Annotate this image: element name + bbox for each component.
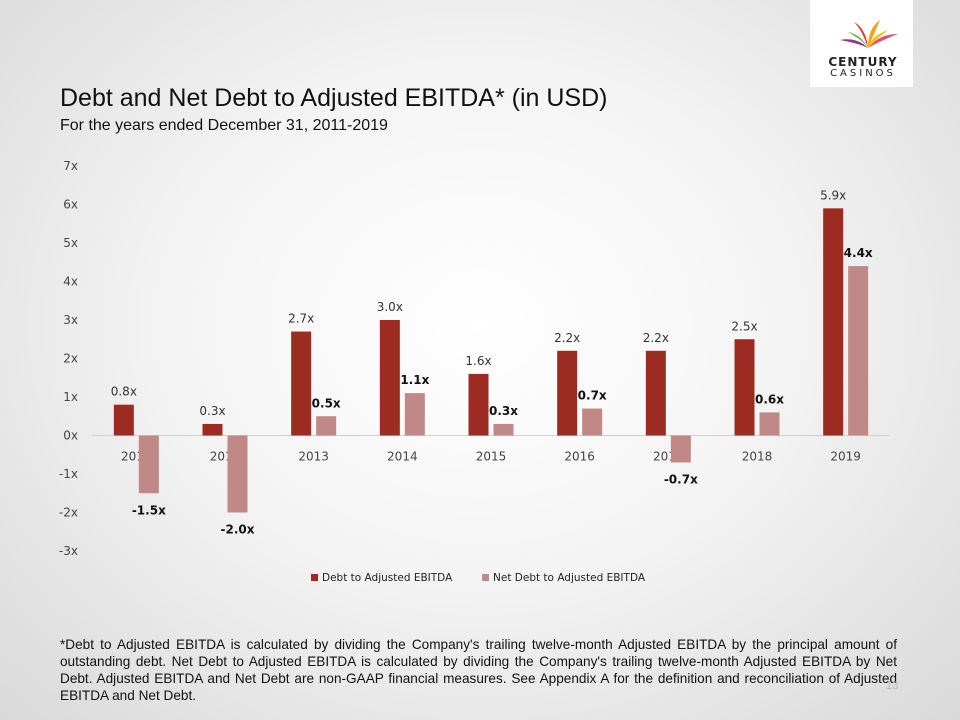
y-tick-label: -3x [59,544,78,558]
debt-bar [202,423,223,436]
debt-bar [645,350,666,436]
x-tick-label: 2019 [830,450,861,464]
net-debt-bar [316,416,337,436]
data-label: 2.7x [288,312,314,326]
y-tick-label: 1x [63,390,78,404]
data-label: 3.0x [377,300,403,314]
data-label: 5.9x [820,188,846,202]
legend-label: Debt to Adjusted EBITDA [322,572,453,584]
y-tick-label: 4x [63,275,78,289]
data-label: 4.4x [844,246,873,260]
net-debt-bar [759,412,780,436]
data-label: 1.1x [400,373,429,387]
debt-bar [734,339,755,436]
footnote: *Debt to Adjusted EBITDA is calculated b… [60,637,897,703]
net-debt-bar [404,393,425,436]
logo-wordmark-casinos: CASINOS [830,68,896,79]
page-subtitle: For the years ended December 31, 2011-20… [60,117,388,134]
net-debt-bar [848,266,869,436]
data-label: -0.7x [664,472,698,486]
page-number: 13 [886,680,899,692]
data-label: 2.2x [643,331,669,345]
legend-swatch [311,574,318,581]
debt-bar [823,208,844,436]
net-debt-bar [493,423,514,436]
data-label: 0.3x [199,404,225,418]
x-tick-label: 2013 [298,450,329,464]
y-tick-label: 7x [63,159,78,173]
net-debt-bar [227,435,248,513]
data-label: 0.8x [111,385,137,399]
data-label: 2.2x [554,331,580,345]
century-casinos-logo: CENTURY CASINOS [810,0,913,87]
data-label: -1.5x [132,503,166,517]
data-label: 1.6x [465,354,491,368]
net-debt-bar [582,408,603,436]
legend-swatch [482,574,489,581]
debt-bar [468,373,489,436]
debt-bar [291,331,312,436]
x-tick-label: 2014 [387,450,418,464]
debt-bar [557,350,578,436]
legend-label: Net Debt to Adjusted EBITDA [493,572,646,584]
data-label: 0.6x [755,392,784,406]
bar-chart: -3x-2x-1x0x1x2x3x4x5x6x7x20110.8x-1.5x20… [59,159,890,584]
starburst-icon [840,20,898,48]
debt-bar [379,320,400,436]
y-tick-label: 6x [63,198,78,212]
y-tick-label: 2x [63,352,78,366]
x-tick-label: 2016 [564,450,595,464]
logo-wordmark-century: CENTURY [828,55,898,69]
y-tick-label: -1x [59,467,78,481]
data-label: 0.7x [578,389,607,403]
y-tick-label: -2x [59,506,78,520]
debt-bar [113,404,134,436]
data-label: 2.5x [731,319,757,333]
data-label: -2.0x [221,523,255,537]
data-label: 0.3x [489,404,518,418]
x-tick-label: 2018 [742,450,773,464]
data-label: 0.5x [312,396,341,410]
page-title: Debt and Net Debt to Adjusted EBITDA* (i… [60,84,608,112]
y-tick-label: 3x [63,313,78,327]
x-tick-label: 2015 [476,450,507,464]
net-debt-bar [138,435,159,494]
y-tick-label: 5x [63,236,78,250]
net-debt-bar [670,435,691,463]
y-tick-label: 0x [63,429,78,443]
